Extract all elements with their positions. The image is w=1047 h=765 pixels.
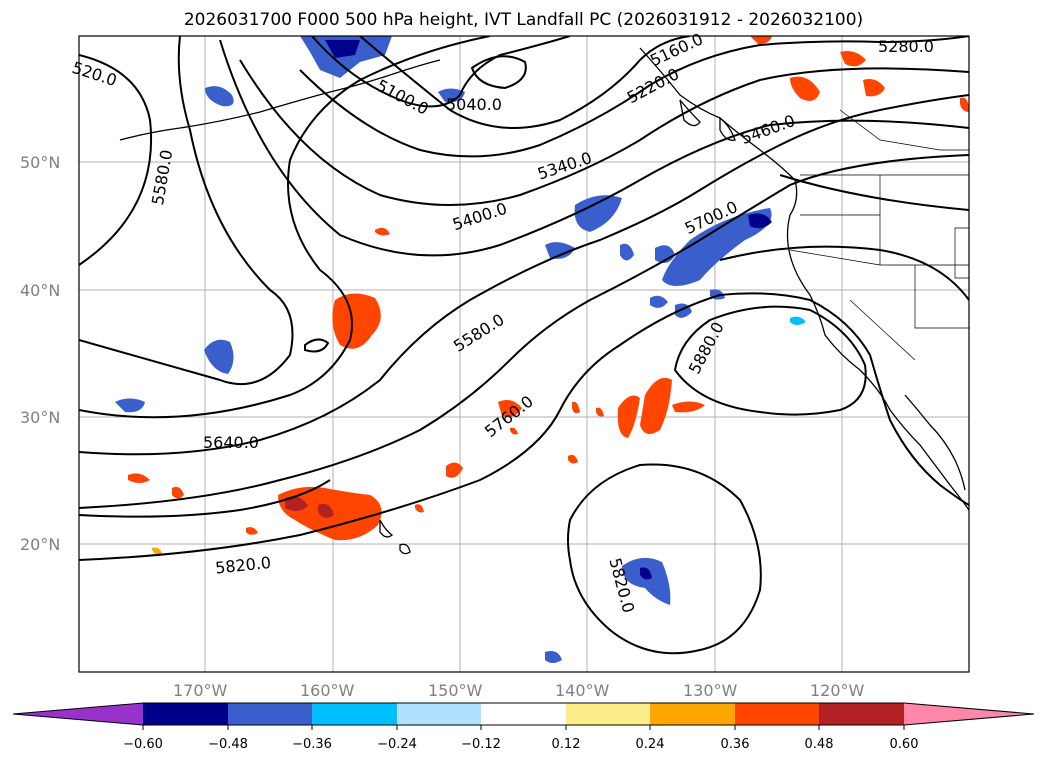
colorbar-tick-label: 0.60 — [890, 737, 919, 752]
colorbar-tick-label: −0.12 — [461, 737, 501, 752]
contour-label: 5640.0 — [203, 433, 259, 452]
colorbar-tick-label: −0.48 — [208, 737, 248, 752]
colorbar-segment — [228, 703, 312, 725]
lat-tick-label: 30°N — [20, 408, 60, 427]
colorbar-extend-low — [13, 703, 143, 725]
ivt-positive-regions — [128, 36, 969, 555]
colorbar-segment — [143, 703, 228, 725]
lon-tick-label: 140°W — [555, 681, 610, 700]
lon-tick-label: 150°W — [428, 681, 483, 700]
height-contours — [79, 36, 969, 655]
ivt-negative-regions — [115, 36, 806, 663]
colorbar-segment — [481, 703, 566, 725]
lat-tick-label: 50°N — [20, 153, 60, 172]
colorbar-tick-label: 0.36 — [721, 737, 750, 752]
state-borders — [789, 109, 969, 361]
lon-tick-label: 170°W — [173, 681, 228, 700]
latitude-axis: 50°N 40°N 30°N 20°N — [20, 153, 60, 554]
longitude-axis: 170°W 160°W 150°W 140°W 130°W 120°W — [173, 681, 865, 700]
lon-tick-label: 160°W — [300, 681, 355, 700]
colorbar-tick-label: −0.60 — [123, 737, 163, 752]
colorbar-extend-high — [904, 703, 1034, 725]
lon-tick-label: 120°W — [810, 681, 865, 700]
lat-tick-label: 20°N — [20, 535, 60, 554]
colorbar-tick-label: 0.24 — [636, 737, 665, 752]
coastlines — [119, 47, 969, 555]
colorbar-segment — [397, 703, 481, 725]
colorbar-tick-label: −0.24 — [377, 737, 417, 752]
colorbar-tick-label: 0.48 — [805, 737, 834, 752]
colorbar-segment — [312, 703, 397, 725]
colorbar-tick-label: 0.12 — [552, 737, 581, 752]
colorbar-tick-label: −0.36 — [292, 737, 332, 752]
colorbar: −0.60 −0.48 −0.36 −0.24 −0.12 0.12 0.24 … — [12, 702, 1035, 752]
lon-tick-label: 130°W — [683, 681, 738, 700]
contour-label: 5280.0 — [878, 37, 934, 56]
contour-label: 5040.0 — [446, 95, 502, 114]
map-title: 2026031700 F000 500 hPa height, IVT Land… — [183, 10, 864, 30]
lat-tick-label: 40°N — [20, 281, 60, 300]
colorbar-segment — [566, 703, 650, 725]
colorbar-segment — [650, 703, 735, 725]
map-frame — [78, 35, 970, 673]
colorbar-segment — [819, 703, 904, 725]
colorbar-segment — [735, 703, 819, 725]
